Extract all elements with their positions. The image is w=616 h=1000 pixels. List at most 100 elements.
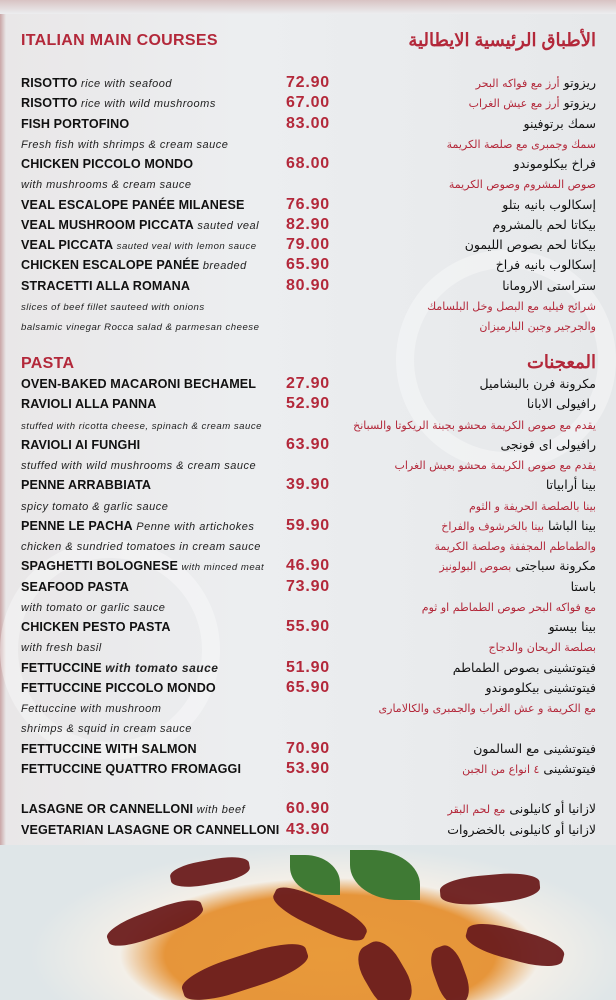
item-english: RISOTTO rice with seafood — [21, 73, 172, 94]
item-price: 68.00 — [285, 155, 330, 172]
item-english: STRACETTI ALLA ROMANA — [21, 276, 190, 296]
item-description: rice with seafood — [80, 78, 172, 90]
item-arabic: فيتوتشينى بصوص الطماطم — [453, 658, 596, 678]
item-price: 51.90 — [285, 658, 330, 676]
menu-list: RISOTTO rice with seafood 72.90 ريزوتو أرز… — [0, 73, 616, 336]
item-description-arabic: مع لحم البقر — [447, 803, 506, 817]
item-description: breaded — [202, 260, 247, 273]
item-description-arabic: بصلصة الريحان والدجاج — [488, 641, 597, 655]
item-name: VEAL ESCALOPE PANÉE MILANESE — [21, 197, 245, 212]
item-name-arabic: بينا أرابياتا — [545, 477, 596, 493]
item-price: 65.90 — [285, 256, 330, 274]
item-arabic: بينا بيستو — [549, 617, 596, 637]
item-arabic: بصلصة الريحان والدجاج — [489, 637, 597, 658]
item-description: slices of beef fillet sauteed with onion… — [21, 301, 205, 313]
menu-item: FETTUCCINE PICCOLO MONDO 65.90 فيتوتشينى ب… — [0, 678, 616, 698]
item-price: 67.00 — [285, 94, 330, 112]
item-name-arabic: مكرونة فرن بالبشاميل — [479, 376, 596, 391]
spacer — [0, 779, 616, 799]
item-description: Fresh fish with shrimps & cream sauce — [21, 138, 229, 151]
item-english: VEAL PICCATA sauted veal with lemon sauc… — [21, 235, 257, 257]
menu-item: FISH PORTOFINO 83.00 سمك برتوفينو — [0, 114, 616, 134]
menu-item: FETTUCCINE WITH SALMON 70.90 فيتوتشينى مع … — [0, 739, 616, 759]
item-description-arabic: شرائح فيليه مع البصل وخل البلسامك — [427, 299, 596, 313]
basil-leaf — [350, 850, 420, 900]
menu-item: VEAL PICCATA sauted veal with lemon sauc… — [0, 235, 616, 255]
item-price: 39.90 — [285, 476, 330, 494]
item-arabic: بينا بالصلصة الحريفة و الثوم — [469, 496, 596, 517]
item-arabic: شرائح فيليه مع البصل وخل البلسامك — [427, 296, 596, 317]
item-english: with tomato or garlic sauce — [21, 597, 165, 618]
item-description: rice with wild mushrooms — [80, 98, 216, 111]
item-english: VEGETARIAN LASAGNE OR CANNELLONI — [21, 820, 279, 840]
item-arabic: إسكالوب بانيه فراخ — [496, 255, 596, 275]
item-name: PENNE ARRABBIATA — [21, 478, 152, 493]
item-arabic: مكرونة سباجتى بصوص البولونيز — [439, 556, 596, 577]
menu-item-description: balsamic vinegar Rocca salad & parmesan … — [0, 316, 616, 336]
item-price: 63.90 — [285, 435, 330, 453]
item-arabic: مع الكريمة و عش الغراب والجمبرى والكالام… — [379, 698, 596, 719]
item-price: 76.90 — [285, 195, 330, 213]
item-name: FETTUCCINE — [21, 660, 102, 675]
item-arabic: بينا الباشا بينا بالخرشوف والفراخ — [441, 516, 596, 537]
item-english: CHICKEN PESTO PASTA — [21, 617, 171, 637]
item-name: RAVIOLI ALLA PANNA — [21, 397, 157, 412]
item-arabic: بيكاتا لحم بصوص الليمون — [465, 235, 596, 255]
menu-item: VEAL MUSHROOM PICCATA sauted veal 82.90 بي… — [0, 215, 616, 235]
menu-list: OVEN-BAKED MACARONI BECHAMEL 27.90 مكرونة … — [0, 374, 616, 840]
item-name-arabic: فيتوتشينى — [543, 760, 596, 776]
item-english: SPAGHETTI BOLOGNESE with minced meat — [21, 556, 264, 578]
item-arabic: مكرونة فرن بالبشاميل — [480, 374, 596, 394]
item-price: 72.90 — [285, 74, 330, 91]
menu-item-description: with fresh basil بصلصة الريحان والدجاج — [0, 637, 616, 657]
item-price: 27.90 — [285, 375, 330, 392]
item-description: balsamic vinegar Rocca salad & parmesan … — [21, 322, 260, 333]
menu-item: VEGETARIAN LASAGNE OR CANNELLONI 43.90 لاز… — [0, 820, 616, 840]
item-description-arabic: والطماطم المجففة وصلصة الكريمة — [434, 540, 596, 553]
item-price: 60.90 — [285, 800, 330, 818]
item-arabic: ريزوتو أرز مع عيش الغراب — [469, 93, 596, 114]
item-price: 70.90 — [285, 739, 330, 757]
item-arabic: بيكاتا لحم بالمشروم — [492, 215, 596, 235]
item-english: CHICKEN PICCOLO MONDO — [21, 154, 193, 174]
sundried-tomato — [177, 935, 313, 1000]
menu-item: RISOTTO rice with wild mushrooms 67.00 ريز… — [0, 93, 616, 113]
item-name-arabic: بيكاتا لحم بالمشروم — [492, 216, 596, 232]
item-price: 43.90 — [285, 820, 330, 838]
item-arabic: والطماطم المجففة وصلصة الكريمة — [434, 536, 596, 557]
item-arabic: سمك وجمبرى مع صلصة الكريمة — [447, 134, 596, 155]
item-price: 73.90 — [285, 577, 330, 595]
menu-item: PENNE ARRABBIATA 39.90 بينا أرابياتا — [0, 475, 616, 495]
item-english: with mushrooms & cream sauce — [21, 174, 192, 195]
item-price: 46.90 — [285, 557, 330, 575]
item-english: RAVIOLI AI FUNGHI — [21, 435, 140, 455]
item-english: Fresh fish with shrimps & cream sauce — [21, 134, 228, 155]
item-description: sauted veal — [197, 219, 260, 232]
menu-item-description: shrimps & squid in cream sauce — [0, 718, 616, 738]
item-name-arabic: فيتوتشينى بيكلوموندو — [485, 679, 596, 695]
sundried-tomato — [438, 870, 542, 908]
item-english: spicy tomato & garlic sauce — [21, 496, 168, 517]
section-title-arabic: الأطباق الرئيسية الايطالية — [408, 30, 596, 50]
item-arabic: رافيولى الابانا — [527, 394, 596, 414]
menu-item: FETTUCCINE with tomato sauce 51.90 فيتوتشي… — [0, 658, 616, 678]
item-name: SPAGHETTI BOLOGNESE — [21, 559, 179, 574]
menu-item: PENNE LE PACHA Penne with artichokes 59.9… — [0, 516, 616, 536]
item-english: FETTUCCINE PICCOLO MONDO — [21, 678, 216, 698]
item-description: sauted veal with lemon sauce — [116, 241, 257, 252]
item-name-arabic: ريزوتو — [563, 75, 596, 90]
item-name: FETTUCCINE PICCOLO MONDO — [21, 680, 216, 695]
sundried-tomato — [350, 934, 420, 1000]
section-title: PASTA — [21, 355, 75, 372]
item-name-arabic: فراخ بيكلوموندو — [513, 156, 596, 171]
item-price: 59.90 — [285, 516, 330, 534]
menu-item: RAVIOLI AI FUNGHI 63.90 رافيولى اى فونجى — [0, 435, 616, 455]
menu-item: CHICKEN ESCALOPE PANÉE breaded 65.90 إسكال… — [0, 255, 616, 275]
item-english: CHICKEN ESCALOPE PANÉE breaded — [21, 255, 247, 276]
item-english: stuffed with wild mushrooms & cream sauc… — [21, 455, 256, 476]
item-description: Fettuccine with mushroom — [21, 703, 162, 715]
item-description: with tomato or garlic sauce — [21, 601, 166, 614]
item-description: stuffed with ricotta cheese, spinach & c… — [21, 420, 262, 432]
item-name: CHICKEN PESTO PASTA — [21, 620, 171, 634]
item-english: shrimps & squid in cream sauce — [21, 718, 192, 739]
